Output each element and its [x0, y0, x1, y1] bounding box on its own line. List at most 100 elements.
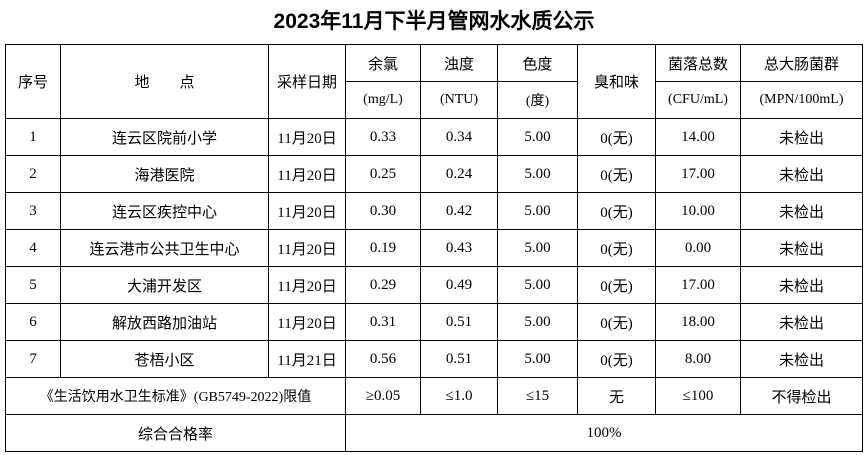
standard-cell: ≤100	[655, 377, 741, 415]
data-cell: 5.00	[497, 155, 578, 193]
header-cell: 浊度	[420, 44, 498, 82]
header-cell: 余氯	[345, 44, 421, 82]
data-cell: 未检出	[740, 229, 863, 267]
data-cell: 未检出	[740, 118, 863, 156]
data-cell: 连云区院前小学	[60, 118, 269, 156]
unit-cell: (度)	[497, 81, 578, 119]
standard-cell: ≤1.0	[420, 377, 498, 415]
data-cell: 11月20日	[268, 266, 346, 304]
data-cell: 11月20日	[268, 118, 346, 156]
data-cell: 0(无)	[577, 155, 656, 193]
data-cell: 7	[5, 340, 61, 378]
data-cell: 连云区疾控中心	[60, 192, 269, 230]
data-cell: 5.00	[497, 229, 578, 267]
data-cell: 0.00	[655, 229, 741, 267]
data-cell: 1	[5, 118, 61, 156]
data-cell: 解放西路加油站	[60, 303, 269, 341]
header-cell: 采样日期	[268, 44, 346, 119]
data-cell: 0.51	[420, 303, 498, 341]
quality-table: 序号 地 点 采样日期 余氯 浊度 色度 臭和味 菌落总数 总大肠菌群 (mg/…	[5, 44, 863, 452]
data-cell: 0.30	[345, 192, 421, 230]
header-cell: 臭和味	[577, 44, 656, 119]
data-row: 6 解放西路加油站 11月20日 0.31 0.51 5.00 0(无) 18.00 未检出	[5, 303, 863, 341]
header-cell: 地 点	[60, 44, 269, 119]
standard-row: 《生活饮用水卫生标准》(GB5749-2022)限值 ≥0.05 ≤1.0 ≤15 无 ≤…	[5, 377, 863, 415]
data-cell: 5.00	[497, 266, 578, 304]
table-body: 序号 地 点 采样日期 余氯 浊度 色度 臭和味 菌落总数 总大肠菌群 (mg/…	[5, 44, 863, 452]
data-cell: 3	[5, 192, 61, 230]
unit-cell: (MPN/100mL)	[740, 81, 863, 119]
pass-rate-label: 综合合格率	[5, 414, 346, 452]
unit-cell: (mg/L)	[345, 81, 421, 119]
data-cell: 0.19	[345, 229, 421, 267]
data-cell: 6	[5, 303, 61, 341]
data-cell: 17.00	[655, 266, 741, 304]
data-cell: 0.25	[345, 155, 421, 193]
data-cell: 5	[5, 266, 61, 304]
data-cell: 0.29	[345, 266, 421, 304]
data-cell: 海港医院	[60, 155, 269, 193]
data-cell: 11月21日	[268, 340, 346, 378]
data-cell: 0.34	[420, 118, 498, 156]
data-cell: 8.00	[655, 340, 741, 378]
data-cell: 苍梧小区	[60, 340, 269, 378]
page-title: 2023年11月下半月管网水水质公示	[273, 10, 595, 33]
data-cell: 0.24	[420, 155, 498, 193]
data-cell: 0(无)	[577, 229, 656, 267]
data-cell: 0.33	[345, 118, 421, 156]
data-cell: 未检出	[740, 303, 863, 341]
data-row: 5 大浦开发区 11月20日 0.29 0.49 5.00 0(无) 17.00 未检出	[5, 266, 863, 304]
standard-cell: 不得检出	[740, 377, 863, 415]
header-cell: 菌落总数	[655, 44, 741, 82]
data-cell: 0.49	[420, 266, 498, 304]
data-cell: 11月20日	[268, 192, 346, 230]
data-cell: 11月20日	[268, 303, 346, 341]
header-cell: 总大肠菌群	[740, 44, 863, 82]
data-cell: 0.42	[420, 192, 498, 230]
data-cell: 0.51	[420, 340, 498, 378]
data-cell: 5.00	[497, 118, 578, 156]
data-row: 1 连云区院前小学 11月20日 0.33 0.34 5.00 0(无) 14.00 未检出	[5, 118, 863, 156]
data-cell: 17.00	[655, 155, 741, 193]
data-row: 3 连云区疾控中心 11月20日 0.30 0.42 5.00 0(无) 10.00 未检出	[5, 192, 863, 230]
data-cell: 18.00	[655, 303, 741, 341]
data-cell: 0(无)	[577, 303, 656, 341]
data-cell: 连云港市公共卫生中心	[60, 229, 269, 267]
data-cell: 0(无)	[577, 118, 656, 156]
data-cell: 0.56	[345, 340, 421, 378]
standard-cell: ≥0.05	[345, 377, 421, 415]
data-cell: 0(无)	[577, 192, 656, 230]
data-cell: 大浦开发区	[60, 266, 269, 304]
data-cell: 11月20日	[268, 229, 346, 267]
data-cell: 5.00	[497, 303, 578, 341]
data-cell: 未检出	[740, 155, 863, 193]
data-cell: 0(无)	[577, 266, 656, 304]
data-row: 4 连云港市公共卫生中心 11月20日 0.19 0.43 5.00 0(无) 0.00 未检出	[5, 229, 863, 267]
header-cell: 色度	[497, 44, 578, 82]
data-cell: 4	[5, 229, 61, 267]
data-cell: 14.00	[655, 118, 741, 156]
data-cell: 0(无)	[577, 340, 656, 378]
data-cell: 0.31	[345, 303, 421, 341]
data-row: 2 海港医院 11月20日 0.25 0.24 5.00 0(无) 17.00 未检出	[5, 155, 863, 193]
data-row: 7 苍梧小区 11月21日 0.56 0.51 5.00 0(无) 8.00 未检出	[5, 340, 863, 378]
data-cell: 未检出	[740, 192, 863, 230]
header-row: 序号 地 点 采样日期 余氯 浊度 色度 臭和味 菌落总数 总大肠菌群	[5, 44, 863, 119]
data-cell: 未检出	[740, 340, 863, 378]
unit-cell: (NTU)	[420, 81, 498, 119]
pass-rate-row: 综合合格率 100%	[5, 414, 863, 452]
pass-rate-value: 100%	[345, 414, 863, 452]
unit-row: (mg/L) (NTU) (度) (CFU/mL) (MPN/100mL)	[6, 81, 863, 119]
data-cell: 0.43	[420, 229, 498, 267]
data-cell: 10.00	[655, 192, 741, 230]
data-cell: 5.00	[497, 340, 578, 378]
data-cell: 2	[5, 155, 61, 193]
standard-label: 《生活饮用水卫生标准》(GB5749-2022)限值	[5, 377, 346, 415]
data-cell: 未检出	[740, 266, 863, 304]
standard-cell: 无	[577, 377, 656, 415]
data-cell: 5.00	[497, 192, 578, 230]
data-cell: 11月20日	[268, 155, 346, 193]
unit-cell: (CFU/mL)	[655, 81, 741, 119]
header-cell: 序号	[5, 44, 61, 119]
